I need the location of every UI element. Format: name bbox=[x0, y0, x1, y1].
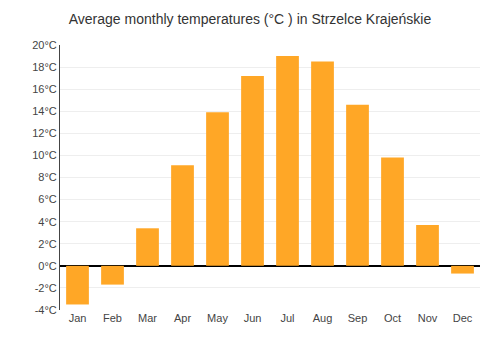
svg-text:12°C: 12°C bbox=[32, 127, 57, 139]
svg-text:16°C: 16°C bbox=[32, 83, 57, 95]
svg-text:May: May bbox=[207, 312, 228, 324]
svg-text:6°C: 6°C bbox=[38, 193, 57, 205]
svg-text:Nov: Nov bbox=[418, 312, 438, 324]
svg-text:Dec: Dec bbox=[453, 312, 473, 324]
svg-text:-4°C: -4°C bbox=[35, 304, 57, 316]
svg-text:8°C: 8°C bbox=[38, 171, 57, 183]
svg-text:Mar: Mar bbox=[138, 312, 157, 324]
svg-text:0°C: 0°C bbox=[38, 260, 57, 272]
svg-text:14°C: 14°C bbox=[32, 105, 57, 117]
svg-text:Aug: Aug bbox=[313, 312, 333, 324]
svg-text:Average monthly temperatures (: Average monthly temperatures (°C ) in St… bbox=[69, 11, 432, 27]
svg-text:Jul: Jul bbox=[280, 312, 294, 324]
svg-text:Feb: Feb bbox=[103, 312, 122, 324]
svg-text:Jun: Jun bbox=[244, 312, 262, 324]
svg-text:Jan: Jan bbox=[69, 312, 87, 324]
svg-text:2°C: 2°C bbox=[38, 238, 57, 250]
svg-text:4°C: 4°C bbox=[38, 216, 57, 228]
svg-text:Oct: Oct bbox=[384, 312, 401, 324]
svg-text:Apr: Apr bbox=[174, 312, 191, 324]
svg-text:20°C: 20°C bbox=[32, 39, 57, 51]
svg-text:10°C: 10°C bbox=[32, 149, 57, 161]
svg-text:18°C: 18°C bbox=[32, 61, 57, 73]
svg-text:Sep: Sep bbox=[348, 312, 368, 324]
svg-text:-2°C: -2°C bbox=[35, 282, 57, 294]
